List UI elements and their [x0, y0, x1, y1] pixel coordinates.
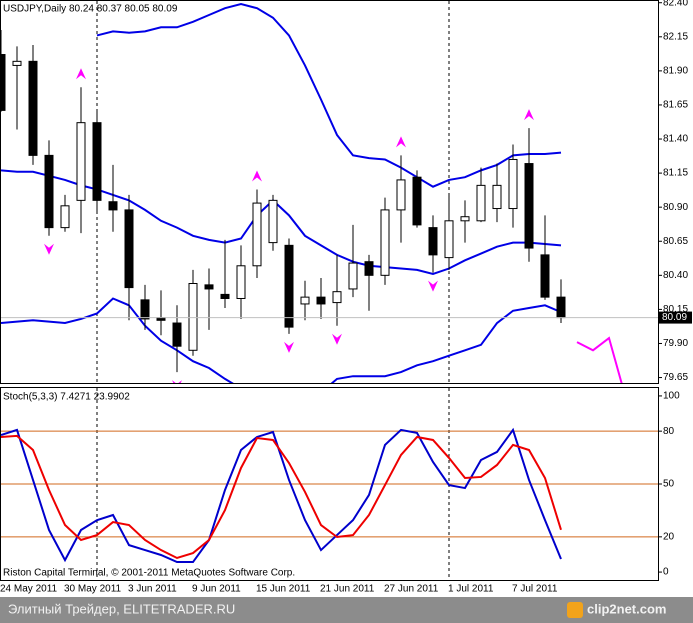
- candle-body: [428, 227, 438, 256]
- candle-body: [476, 184, 486, 222]
- candle-body: [460, 216, 470, 222]
- y-tick-label: 80: [663, 426, 675, 437]
- candle-body: [76, 122, 86, 201]
- candle-body: [284, 244, 294, 328]
- x-tick-label: 3 Jun 2011: [128, 584, 177, 595]
- x-tick-label: 7 Jul 2011: [512, 584, 558, 595]
- background: [0, 0, 693, 597]
- candle-body: [204, 284, 214, 290]
- stoch-plot: [1, 427, 658, 564]
- candle-body: [44, 154, 54, 229]
- candle-body: [60, 205, 70, 229]
- candle-body: [316, 296, 326, 305]
- fractal-up: [524, 109, 534, 121]
- band-line: [96, 3, 562, 188]
- y-tick-label: 80.65: [663, 236, 688, 247]
- y-tick-label: 81.90: [663, 66, 688, 77]
- x-tick-label: 1 Jul 2011: [448, 584, 494, 595]
- candle-body: [380, 209, 390, 276]
- x-tick-label: 30 May 2011: [64, 584, 122, 595]
- candle-body: [12, 60, 22, 66]
- candle-body: [540, 254, 550, 298]
- y-tick-label: 100: [663, 391, 680, 402]
- candle-body: [332, 291, 342, 304]
- candle-body: [268, 199, 278, 244]
- candle-body: [492, 184, 502, 210]
- last-price-label: 80.09: [662, 312, 687, 323]
- y-tick-label: 82.15: [663, 31, 688, 42]
- fractal-up: [396, 136, 406, 148]
- y-tick-label: 80.90: [663, 202, 688, 213]
- x-tick-label: 15 Jun 2011: [256, 584, 311, 595]
- y-tick-label: 81.40: [663, 134, 688, 145]
- y-tick-label: 50: [663, 479, 675, 490]
- x-tick-label: 21 Jun 2011: [320, 584, 375, 595]
- x-tick-label: 27 Jun 2011: [384, 584, 439, 595]
- fractal-up: [252, 170, 262, 182]
- candle-body: [92, 122, 102, 201]
- fractal-up: [76, 68, 86, 80]
- fractal-down: [44, 243, 54, 255]
- fractal-down: [428, 280, 438, 292]
- candle-body: [236, 265, 246, 299]
- y-tick-label: 82.40: [663, 0, 688, 8]
- candle-body: [28, 60, 38, 156]
- y-tick-label: 80.40: [663, 270, 688, 281]
- stoch-line: [1, 434, 562, 560]
- fractal-down: [172, 380, 182, 383]
- candle-body: [396, 179, 406, 211]
- candle-body: [252, 202, 262, 267]
- stoch-line: [1, 427, 562, 564]
- candle-body: [412, 176, 422, 226]
- fractal-down: [332, 333, 342, 345]
- band-line: [1, 297, 562, 383]
- last-price-box: [659, 311, 692, 324]
- candle-body: [556, 296, 566, 319]
- candle-body: [364, 261, 374, 276]
- candle-body: [444, 220, 454, 259]
- candle-body: [140, 299, 150, 320]
- x-tick-label: 24 May 2011: [0, 584, 58, 595]
- band-line: [576, 336, 623, 383]
- candle-body: [524, 163, 534, 249]
- watermark-right: clip2net.com: [587, 601, 666, 616]
- main-plot: [1, 3, 658, 383]
- fractal-down: [284, 341, 294, 353]
- main-pane-border: [0, 0, 659, 384]
- y-tick-label: 79.65: [663, 372, 688, 383]
- candle-body: [172, 322, 182, 347]
- candle-body: [188, 283, 198, 351]
- candle-body: [348, 262, 358, 290]
- y-tick-label: 79.90: [663, 338, 688, 349]
- watermark-left: Элитный Трейдер, ELITETRADER.RU: [8, 601, 235, 616]
- stoch-title: Stoch(5,3,3) 7.4271 23.9902: [3, 392, 130, 403]
- candle-body: [220, 293, 230, 299]
- candle-body: [1, 54, 6, 111]
- candle-body: [124, 209, 134, 289]
- candle-body: [108, 201, 118, 211]
- chart-title: USDJPY,Daily 80.24 80.37 80.05 80.09: [3, 4, 178, 15]
- y-tick-label: 0: [663, 567, 669, 578]
- y-tick-label: 20: [663, 531, 675, 542]
- y-tick-label: 80.15: [663, 304, 688, 315]
- y-tick-label: 81.65: [663, 100, 688, 111]
- y-tick-label: 81.15: [663, 168, 688, 179]
- logo-icon: [567, 602, 583, 618]
- x-tick-label: 9 Jun 2011: [192, 584, 241, 595]
- candle-body: [508, 158, 518, 210]
- footer: Riston Capital Terminal, © 2001-2011 Met…: [3, 568, 295, 579]
- candle-body: [300, 296, 310, 305]
- axes: 82.40 82.15 81.90 81.65 81.40 81.15 80.90 80.65…: [0, 0, 692, 595]
